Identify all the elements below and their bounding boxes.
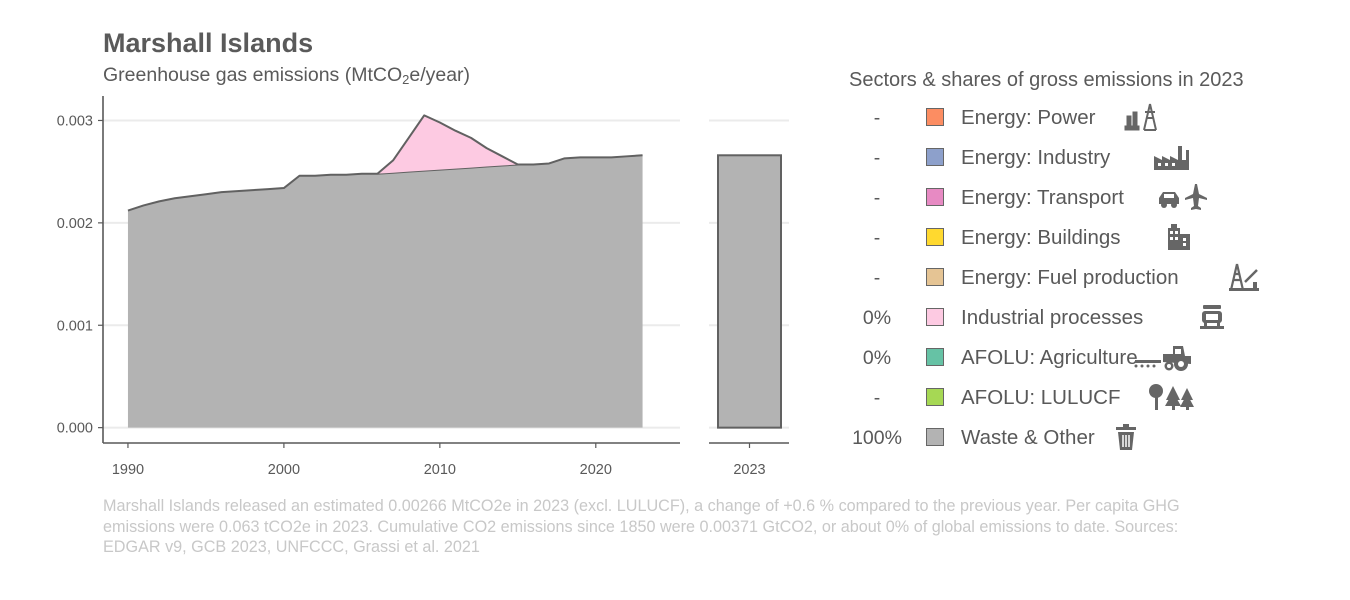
legend-share: - [873,387,881,409]
legend-item-afolu-lulucf: - AFOLU: LULUCF [845,380,1305,420]
chart-subtitle: Greenhouse gas emissions (MtCO2e/year) [103,64,470,87]
bar-2023 [717,154,782,429]
legend-label: Energy: Transport [961,186,1124,209]
legend-item-energy-fuel-production: - Energy: Fuel production [845,260,1305,300]
legend-title: Sectors & shares of gross emissions in 2… [849,69,1244,91]
xtick-label: 1990 [112,462,144,478]
legend-label: Energy: Power [961,106,1096,129]
legend-swatch [926,388,944,406]
xtick-label: 2020 [580,462,612,478]
legend-share: 0% [862,347,892,369]
legend-swatch [926,188,944,206]
area-series [127,114,643,428]
subtitle-end: e/year) [409,64,471,86]
subtitle-main: Greenhouse gas emissions (MtCO [103,64,403,86]
legend-swatch [926,148,944,166]
legend-share: - [873,267,881,289]
area-waste-other [127,155,643,428]
area-outline-waste-other [127,154,643,212]
legend-share: - [873,187,881,209]
legend-share: - [873,227,881,249]
legend-swatch [926,348,944,366]
legend-item-energy-industry: - Energy: Industry [845,140,1305,180]
legend-label: Industrial processes [961,306,1144,329]
caption: Marshall Islands released an estimated 0… [103,497,1180,556]
legend-swatch [926,228,944,246]
legend-item-industrial-processes: 0% Industrial processes [845,300,1305,340]
legend-label: Energy: Fuel production [961,266,1179,289]
ytick-label: 0.002 [57,216,93,232]
legend-share: - [873,147,881,169]
ytick-label: 0.001 [57,318,93,334]
legend-item-energy-power: - Energy: Power [845,100,1305,140]
legend-label: Energy: Industry [961,146,1111,169]
ytick-label: 0.003 [57,113,93,129]
legend-swatch [926,108,944,126]
tick-labels: 0.000 0.001 0.002 0.003 1990 2000 2010 2020 [57,113,612,478]
legend-label: Energy: Buildings [961,226,1121,249]
chart-title: Marshall Islands [103,28,314,58]
legend-label: AFOLU: LULUCF [961,386,1121,409]
legend-label: Waste & Other [961,426,1095,449]
xtick-label: 2010 [424,462,456,478]
legend-label: AFOLU: Agriculture [961,346,1138,369]
legend-share: 100% [852,427,902,449]
legend-swatch [926,308,944,326]
legend-share: - [873,107,881,129]
legend-share: 0% [862,307,892,329]
bar-xtick-label: 2023 [733,462,765,478]
legend-swatch [926,268,944,286]
bar-panel-2023: 2023 [717,154,782,478]
legend-swatch [926,428,944,446]
legend-item-waste-other: 100% Waste & Other [845,420,1305,460]
legend-item-energy-transport: - Energy: Transport [845,180,1305,220]
legend-item-afolu-agriculture: 0% AFOLU: Agriculture [845,340,1305,380]
legend-item-energy-buildings: - Energy: Buildings [845,220,1305,260]
ytick-label: 0.000 [57,421,93,437]
subtitle-subscript: 2 [402,72,410,87]
area-outline-industrial-processes [376,114,519,175]
xtick-label: 2000 [268,462,300,478]
